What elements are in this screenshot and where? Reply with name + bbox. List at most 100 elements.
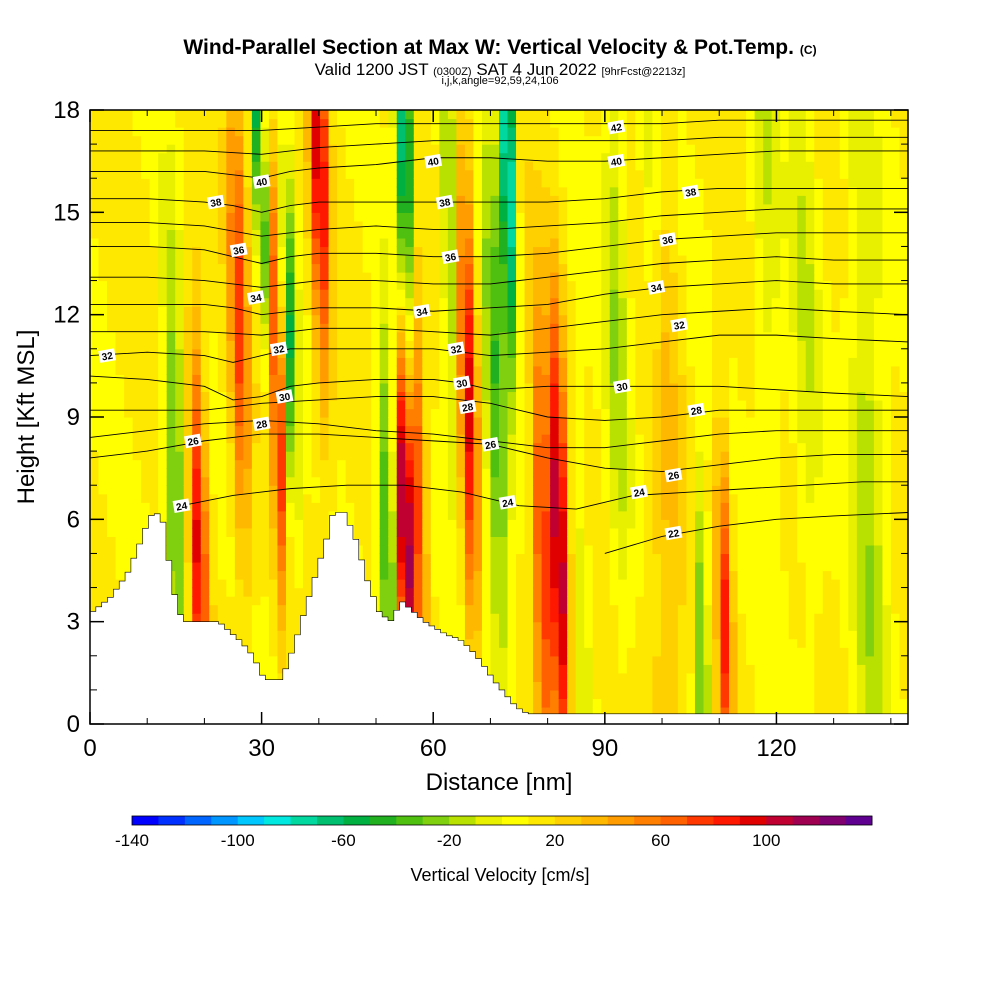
w-cell xyxy=(294,229,304,239)
w-cell xyxy=(601,272,611,282)
w-cell xyxy=(626,382,636,393)
w-cell xyxy=(107,468,117,478)
w-cell xyxy=(183,476,193,486)
w-cell xyxy=(234,408,244,418)
w-cell xyxy=(141,195,151,205)
w-cell xyxy=(481,144,492,154)
w-cell xyxy=(430,237,440,248)
w-cell xyxy=(209,382,219,393)
w-cell xyxy=(652,195,662,205)
w-cell xyxy=(192,459,202,469)
w-cell xyxy=(575,144,585,154)
w-cell xyxy=(669,382,679,393)
w-cell xyxy=(550,451,560,461)
w-cell xyxy=(567,365,577,375)
w-cell xyxy=(217,587,227,597)
w-cell xyxy=(601,647,611,657)
w-cell xyxy=(439,493,449,503)
w-cell xyxy=(303,152,313,162)
w-cell xyxy=(499,203,509,213)
w-cell xyxy=(635,374,645,384)
w-cell xyxy=(354,135,364,145)
w-cell xyxy=(285,212,296,222)
w-cell xyxy=(98,451,108,461)
w-cell xyxy=(567,561,577,572)
w-cell xyxy=(200,331,210,341)
w-cell xyxy=(592,357,602,367)
w-cell xyxy=(643,195,653,205)
w-cell xyxy=(260,357,270,367)
w-cell xyxy=(626,272,636,282)
w-cell xyxy=(166,365,176,375)
w-cell xyxy=(533,152,543,162)
w-cell xyxy=(413,561,423,572)
w-cell xyxy=(524,647,534,657)
w-cell xyxy=(311,161,321,171)
w-cell xyxy=(396,527,406,537)
w-cell xyxy=(362,382,372,393)
w-cell xyxy=(507,229,517,239)
w-cell xyxy=(337,434,347,444)
w-cell xyxy=(541,382,551,393)
w-cell xyxy=(90,331,100,341)
w-cell xyxy=(285,280,296,290)
w-cell xyxy=(533,212,543,222)
w-cell xyxy=(652,621,662,631)
w-cell xyxy=(541,621,551,631)
w-cell xyxy=(584,135,594,145)
w-cell xyxy=(166,263,176,273)
w-cell xyxy=(107,536,117,546)
w-cell xyxy=(643,672,653,682)
w-cell xyxy=(516,689,526,700)
w-cell xyxy=(141,331,151,341)
w-cell xyxy=(320,357,330,367)
w-cell xyxy=(132,399,142,410)
w-cell xyxy=(183,152,193,162)
w-cell xyxy=(328,374,338,384)
w-cell xyxy=(447,374,457,384)
w-cell xyxy=(473,391,483,401)
w-cell xyxy=(379,306,389,316)
w-cell xyxy=(124,195,134,205)
w-cell xyxy=(405,280,415,290)
w-cell xyxy=(567,519,577,529)
w-cell xyxy=(584,502,594,512)
w-cell xyxy=(516,280,526,290)
w-cell xyxy=(567,340,577,350)
w-cell xyxy=(217,365,227,375)
w-cell xyxy=(183,314,193,324)
w-cell xyxy=(320,468,330,478)
w-cell xyxy=(107,127,117,137)
w-cell xyxy=(328,169,338,179)
w-cell xyxy=(507,212,517,222)
w-cell xyxy=(226,493,236,503)
w-cell xyxy=(217,493,227,503)
w-cell xyxy=(294,365,304,375)
w-cell xyxy=(481,195,492,205)
w-cell xyxy=(507,536,517,546)
w-cell xyxy=(192,306,202,316)
w-cell xyxy=(550,374,560,384)
w-cell xyxy=(328,297,338,307)
w-cell xyxy=(524,485,534,495)
w-cell xyxy=(439,314,449,324)
w-cell xyxy=(609,246,619,256)
w-cell xyxy=(362,561,372,572)
w-cell xyxy=(379,272,389,282)
w-cell xyxy=(132,289,142,299)
w-cell xyxy=(541,647,551,657)
w-cell xyxy=(635,570,645,580)
w-cell xyxy=(226,135,236,145)
w-cell xyxy=(115,340,125,350)
w-cell xyxy=(294,152,304,162)
w-cell xyxy=(464,220,475,230)
w-cell xyxy=(337,178,347,188)
w-cell xyxy=(379,110,389,120)
w-cell xyxy=(550,527,560,537)
w-cell xyxy=(158,152,168,162)
w-cell xyxy=(405,220,415,230)
w-cell xyxy=(592,451,602,461)
w-cell xyxy=(354,510,364,520)
w-cell xyxy=(626,468,636,478)
w-cell xyxy=(337,391,347,401)
